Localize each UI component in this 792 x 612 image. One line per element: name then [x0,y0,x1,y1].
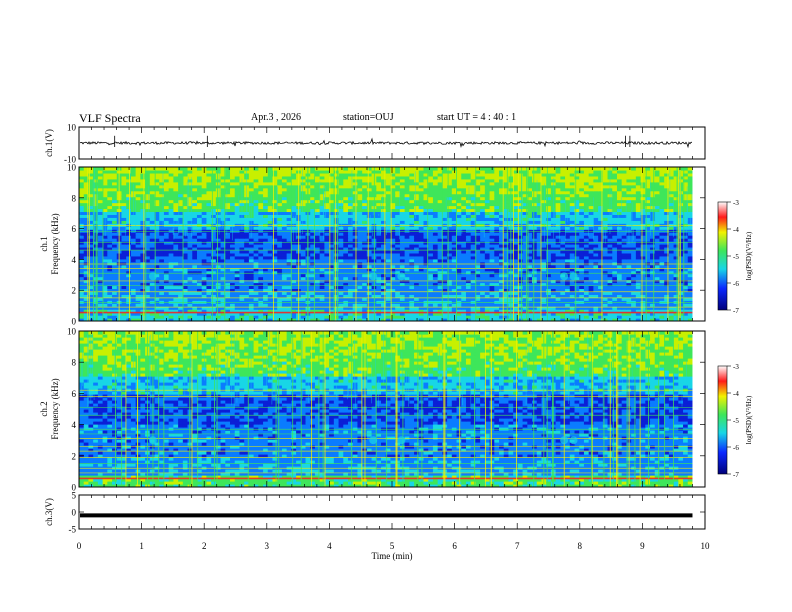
ch2-spectrogram-panel [79,331,705,487]
y-axis-title: ch.3(V) [44,498,54,526]
y-tick-label: 0 [72,483,77,493]
y-axis-title: Frequency (kHz) [50,213,60,274]
y-tick-label: 8 [72,358,77,368]
axis-ticks [78,126,731,530]
colorbar-tick-label: -3 [733,199,739,207]
y-tick-label: -5 [69,525,77,535]
y-tick-label: 2 [72,286,77,296]
y-tick-label: 4 [72,420,77,430]
y-tick-label: 4 [72,255,77,265]
colorbar-title: log(PSD)(V²/Hz) [745,231,753,280]
station-label: station=OUJ [343,112,394,123]
colorbar-tick-label: -7 [733,471,739,479]
x-tick-label: 2 [202,541,207,551]
x-tick-label: 7 [515,541,520,551]
figure-title: VLF Spectra [79,111,141,125]
ch2-colorbar [717,365,728,475]
colorbar-tick-label: -4 [733,390,739,398]
ch1-colorbar [717,201,728,311]
date-label: Apr.3 , 2026 [251,112,301,123]
x-tick-label: 6 [452,541,457,551]
colorbar-tick-label: -3 [733,363,739,371]
colorbar-tick-label: -6 [733,280,739,288]
y-tick-label: 0 [72,317,77,327]
y-tick-label: 8 [72,193,77,203]
y-tick-label: 6 [72,224,77,234]
y-tick-label: 2 [72,451,77,461]
ch1-spectrogram-panel [79,167,705,321]
y-axis-title: Frequency (kHz) [50,378,60,439]
y-tick-label: 10 [67,163,77,173]
colorbar-tick-label: -6 [733,444,739,452]
x-tick-label: 9 [640,541,645,551]
x-tick-label: 10 [701,541,711,551]
panel-channel-label: ch.1 [39,236,49,251]
y-tick-label: 5 [72,491,77,501]
colorbar-tick-label: -5 [733,253,739,261]
panel-channel-label: ch.2 [39,401,49,416]
colorbar-title: log(PSD)(V²/Hz) [745,395,753,444]
y-tick-label: 6 [72,389,77,399]
x-axis-title: Time (min) [372,551,413,561]
start-time-label: start UT = 4 : 40 : 1 [437,112,517,123]
y-axis-title: ch.1(V) [44,129,54,157]
y-tick-label: 0 [72,508,77,518]
y-tick-label: 10 [67,123,77,133]
colorbar-tick-label: -7 [733,307,739,315]
x-tick-label: 8 [578,541,583,551]
colorbar-tick-label: -4 [733,226,739,234]
x-tick-label: 3 [265,541,270,551]
y-tick-label: -10 [64,155,76,165]
x-tick-label: 1 [139,541,144,551]
x-tick-label: 0 [77,541,82,551]
x-tick-label: 4 [327,541,332,551]
ch1-waveform-trace [79,137,692,149]
colorbar-tick-label: -5 [733,417,739,425]
x-tick-label: 5 [390,541,395,551]
y-tick-label: 10 [67,327,77,337]
